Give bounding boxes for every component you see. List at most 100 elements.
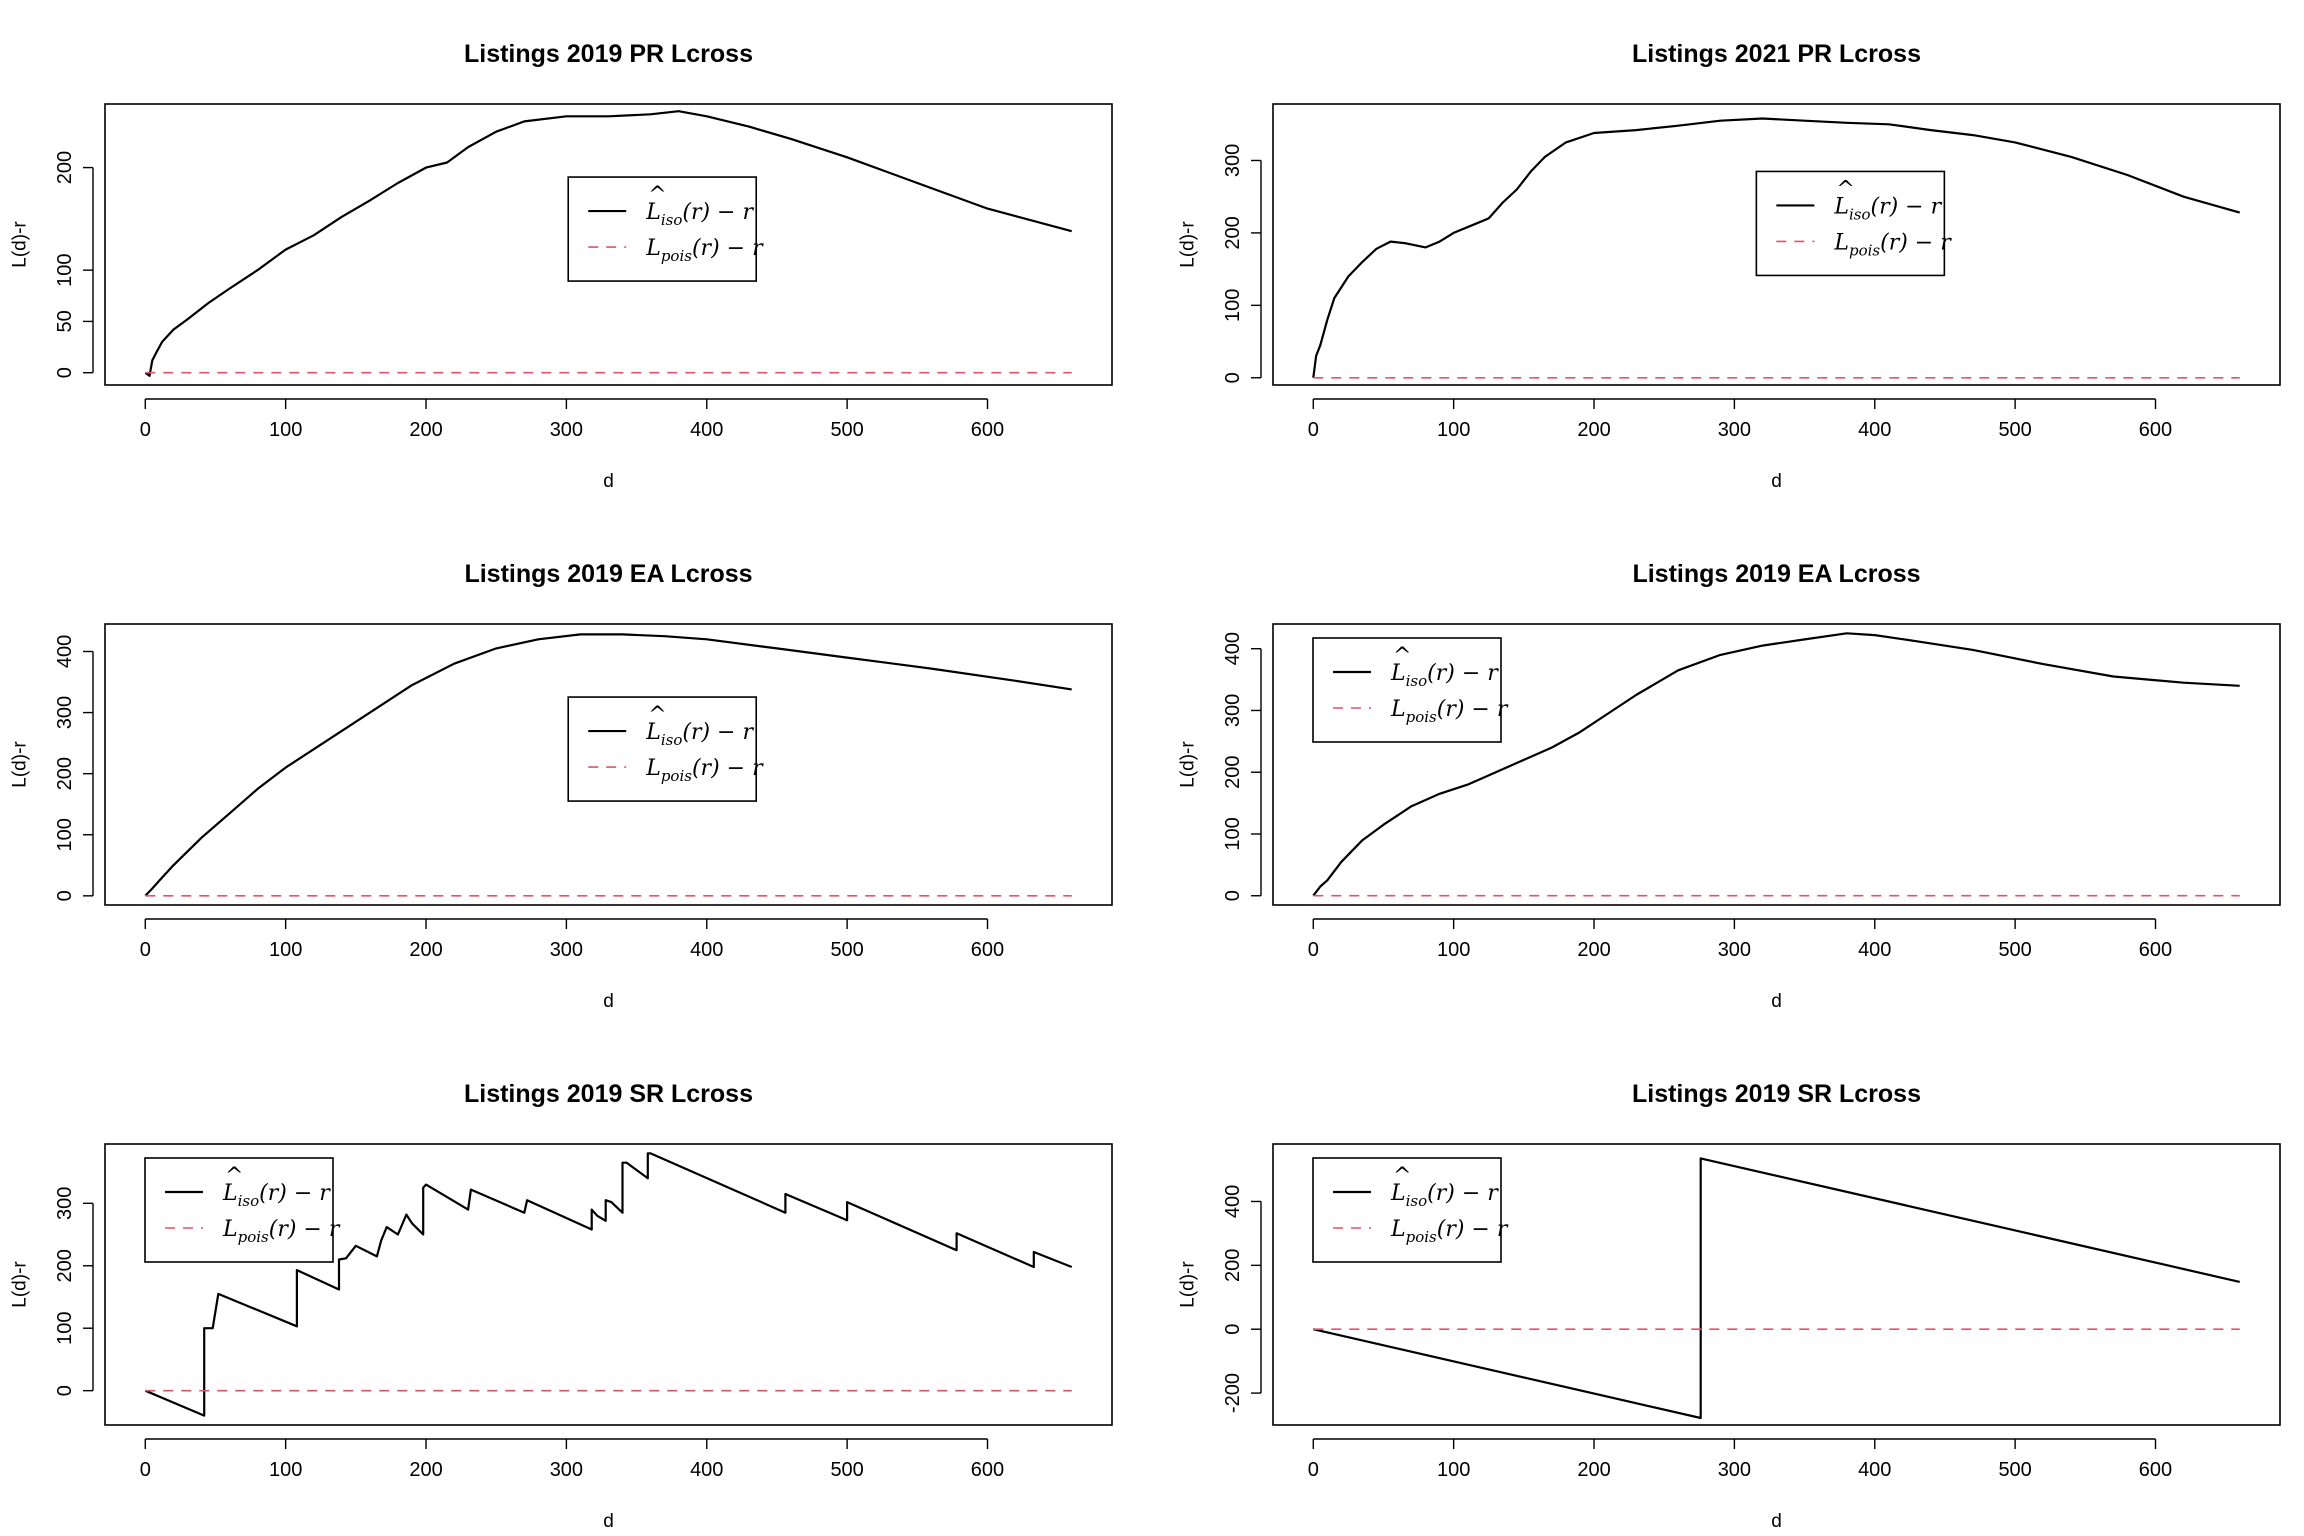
x-axis-label: d — [1771, 991, 1782, 1012]
x-tick-label: 400 — [690, 419, 723, 441]
x-tick-label: 100 — [269, 939, 302, 961]
x-tick-label: 600 — [2139, 1459, 2172, 1481]
chart-panel-3: Listings 2019 EA Lcross 0 100 200 300 400 500 6… — [10, 560, 1113, 1012]
y-tick-label: 200 — [1222, 756, 1244, 789]
x-tick-label: 600 — [2139, 419, 2172, 441]
legend: Liso(r) − r^ Lpois(r) − r — [567, 176, 764, 282]
y-tick-label: 300 — [54, 696, 76, 729]
y-tick-label: 400 — [1222, 1185, 1244, 1218]
plot-frame — [1272, 103, 2281, 386]
y-tick-label: 200 — [54, 151, 76, 184]
legend: Liso(r) − r^ Lpois(r) − r — [1312, 637, 1509, 743]
y-tick-label: 50 — [54, 310, 76, 332]
x-tick-label: 500 — [1998, 939, 2031, 961]
legend-observed-label: Liso(r) − r — [1390, 661, 1499, 690]
x-tick-label: 500 — [830, 419, 863, 441]
x-tick-label: 0 — [140, 1459, 151, 1481]
y-tick-label: 200 — [54, 757, 76, 790]
x-tick-label: 500 — [830, 1459, 863, 1481]
chart-panel-5: Listings 2019 SR Lcross 0 100 200 300 400 500 6… — [10, 1080, 1113, 1532]
x-tick-label: 300 — [1718, 939, 1751, 961]
y-tick-label: -200 — [1222, 1373, 1244, 1413]
legend-observed-label: Liso(r) − r — [1833, 194, 1942, 223]
legend-observed-label: Liso(r) − r — [645, 720, 754, 749]
observed-series-line — [144, 633, 1072, 897]
x-tick-label: 500 — [1998, 1459, 2031, 1481]
x-tick-label: 500 — [1998, 419, 2031, 441]
legend-hat-mark: ^ — [648, 703, 666, 728]
legend: Liso(r) − r^ Lpois(r) − r — [144, 1157, 341, 1263]
legend: Liso(r) − r^ Lpois(r) − r — [567, 696, 764, 802]
y-tick-label: 300 — [54, 1187, 76, 1220]
chart-title: Listings 2019 EA Lcross — [1632, 560, 1920, 588]
y-tick-label: 400 — [54, 635, 76, 668]
x-tick-label: 300 — [1718, 419, 1751, 441]
y-tick-label: 100 — [1222, 817, 1244, 850]
y-tick-label: 200 — [1222, 1249, 1244, 1282]
chart-title: Listings 2019 PR Lcross — [464, 40, 753, 68]
y-axis-label: L(d)-r — [10, 221, 31, 268]
x-tick-label: 100 — [1437, 1459, 1470, 1481]
y-tick-label: 400 — [1222, 632, 1244, 665]
x-tick-label: 0 — [140, 419, 151, 441]
legend-observed-label: Liso(r) − r — [222, 1181, 331, 1210]
x-tick-label: 0 — [140, 939, 151, 961]
chart-panel-6: Listings 2019 SR Lcross 0 100 200 300 400 500 6… — [1178, 1080, 2281, 1532]
x-tick-label: 200 — [409, 1459, 442, 1481]
x-axis-label: d — [1771, 1511, 1782, 1532]
x-tick-label: 300 — [550, 1459, 583, 1481]
legend: Liso(r) − r^ Lpois(r) − r — [1312, 1157, 1509, 1263]
x-tick-label: 0 — [1308, 419, 1319, 441]
x-axis-label: d — [603, 471, 614, 492]
observed-series-line — [144, 1152, 1073, 1417]
y-tick-label: 0 — [54, 367, 76, 378]
legend-observed-label: Liso(r) − r — [1390, 1181, 1499, 1210]
y-tick-label: 300 — [1222, 144, 1244, 177]
y-axis-label: L(d)-r — [10, 1261, 31, 1308]
chart-panel-2: Listings 2021 PR Lcross 0 100 200 300 400 500 6… — [1178, 40, 2281, 492]
legend-theoretical-label: Lpois(r) − r — [1390, 1217, 1509, 1246]
y-axis-label: L(d)-r — [1178, 221, 1199, 268]
plot-frame — [1272, 1143, 2281, 1426]
chart-panel-4: Listings 2019 EA Lcross 0 100 200 300 400 500 6… — [1178, 560, 2281, 1012]
legend: Liso(r) − r^ Lpois(r) − r — [1755, 170, 1952, 277]
y-tick-label: 100 — [54, 818, 76, 851]
x-tick-label: 100 — [269, 1459, 302, 1481]
legend-observed-label: Liso(r) − r — [645, 200, 754, 229]
y-tick-label: 100 — [54, 1312, 76, 1345]
legend-box — [567, 696, 758, 802]
y-axis-label: L(d)-r — [1178, 741, 1199, 788]
y-tick-label: 0 — [54, 890, 76, 901]
x-tick-label: 200 — [1577, 939, 1610, 961]
y-tick-label: 0 — [1222, 890, 1244, 901]
y-tick-label: 100 — [54, 253, 76, 286]
x-tick-label: 300 — [1718, 1459, 1751, 1481]
y-tick-label: 200 — [1222, 216, 1244, 249]
x-tick-label: 400 — [1858, 419, 1891, 441]
observed-series-line — [1313, 1157, 2240, 1420]
x-tick-label: 500 — [830, 939, 863, 961]
y-tick-label: 0 — [1222, 1324, 1244, 1335]
plot-frame — [104, 103, 1113, 386]
x-axis-label: d — [603, 991, 614, 1012]
y-tick-label: 0 — [1222, 372, 1244, 383]
chart-title: Listings 2019 SR Lcross — [464, 1080, 753, 1108]
x-tick-label: 100 — [1437, 419, 1470, 441]
legend-hat-mark: ^ — [648, 183, 666, 208]
observed-series-line — [1312, 117, 2240, 378]
x-tick-label: 300 — [550, 419, 583, 441]
legend-theoretical-label: Lpois(r) − r — [1833, 230, 1952, 259]
legend-hat-mark: ^ — [1836, 177, 1854, 202]
x-tick-label: 100 — [269, 419, 302, 441]
x-tick-label: 0 — [1308, 1459, 1319, 1481]
legend-hat-mark: ^ — [1393, 1164, 1411, 1189]
legend-theoretical-label: Lpois(r) − r — [222, 1217, 341, 1246]
x-tick-label: 0 — [1308, 939, 1319, 961]
x-tick-label: 600 — [971, 939, 1004, 961]
x-tick-label: 100 — [1437, 939, 1470, 961]
x-axis-label: d — [1771, 471, 1782, 492]
x-tick-label: 600 — [971, 1459, 1004, 1481]
chart-title: Listings 2019 SR Lcross — [1632, 1080, 1921, 1108]
